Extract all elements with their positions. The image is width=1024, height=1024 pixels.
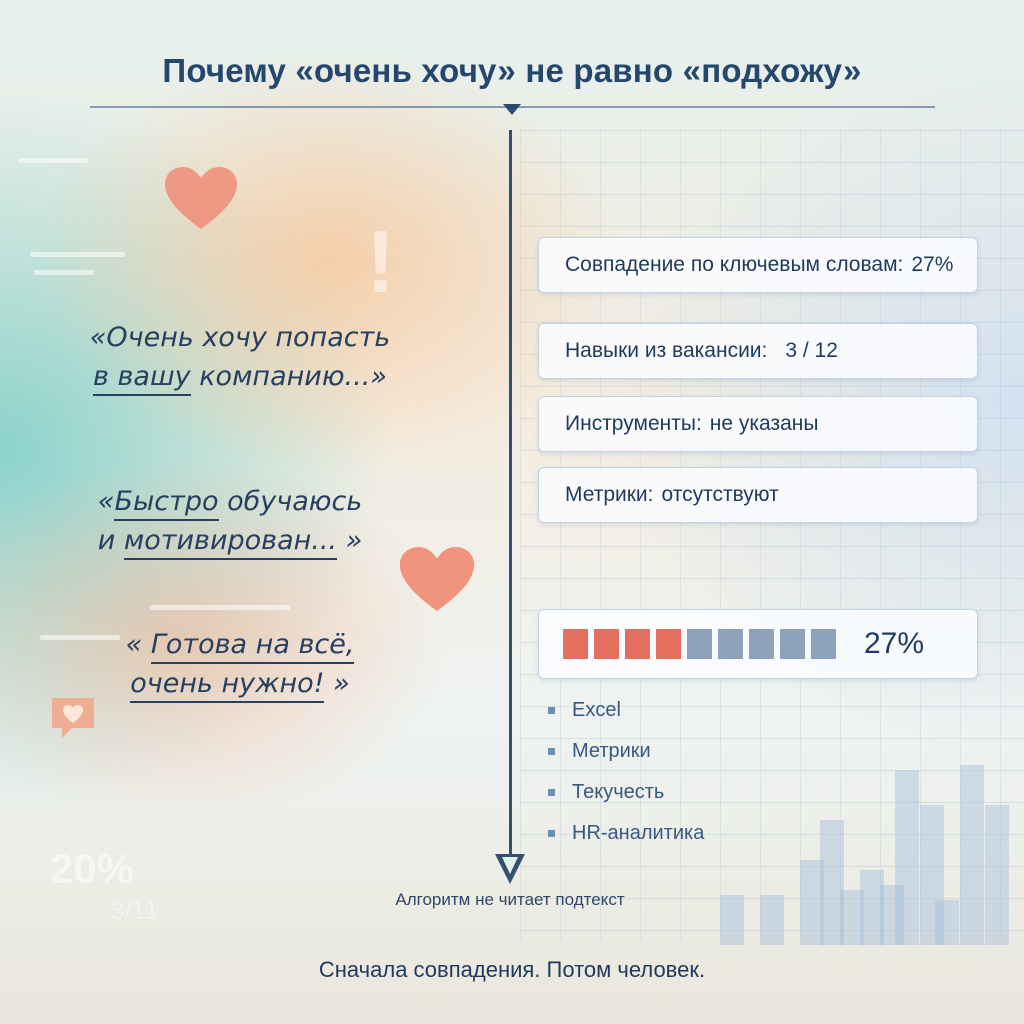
page-title: Почему «очень хочу» не равно «подхожу» [162, 52, 862, 89]
card-value: 27% [911, 253, 954, 276]
progress-segment-empty [780, 629, 805, 659]
progress-segment-empty [749, 629, 774, 659]
bullet-icon [548, 748, 555, 755]
quote-1-line-1: «Очень хочу попасть [89, 322, 391, 353]
quote-3-close: » [324, 668, 350, 700]
progress-segment-empty [687, 629, 712, 659]
progress-segment-empty [718, 629, 743, 659]
quote-3-line-1: « Готова на всё, [100, 625, 380, 664]
decorative-bar [895, 770, 919, 945]
quote-2-line-2-pre: и [97, 525, 124, 557]
progress-segment-filled [594, 629, 619, 659]
decorative-bar [935, 900, 959, 945]
quote-3: « Готова на всё, очень нужно! » [100, 625, 380, 704]
quote-3-underlined-1: Готова на всё, [150, 629, 355, 664]
skill-label: Метрики [572, 740, 651, 762]
progress-segment-filled [625, 629, 650, 659]
match-progress-bar [563, 629, 842, 659]
quote-2-open: « [97, 486, 115, 517]
match-percent: 27% [864, 627, 925, 660]
quote-3-line-2: очень нужно! » [100, 664, 380, 704]
bullet-icon [548, 830, 555, 837]
decorative-line [34, 270, 94, 275]
exclamation-icon: ! [366, 212, 396, 311]
decorative-line [150, 605, 290, 610]
center-divider [509, 130, 512, 855]
quote-3-open: « [125, 629, 151, 660]
decorative-bar [800, 860, 824, 945]
skill-item: Метрики [548, 731, 704, 772]
heart-icon [165, 167, 237, 229]
quote-2-line-1: «Быстро обучаюсь [80, 482, 380, 521]
card-value: отсутствуют [661, 483, 779, 506]
progress-segment-filled [656, 629, 681, 659]
card-tools: Инструменты: не указаны [538, 396, 978, 452]
skill-label: Текучесть [572, 781, 665, 803]
decorative-bar [920, 805, 944, 945]
ghost-percent: 20% [50, 845, 135, 892]
decorative-bars [720, 760, 1020, 945]
quote-1-line-2: в вашу компанию...» [60, 357, 420, 397]
quote-2: «Быстро обучаюсь и мотивирован... » [80, 482, 380, 561]
decorative-line [30, 252, 125, 257]
decorative-bar [880, 885, 904, 945]
card-value: не указаны [709, 412, 819, 435]
quote-2-line-2: и мотивирован... » [80, 521, 380, 561]
decorative-line [40, 635, 120, 640]
skills-list: Excel Метрики Текучесть HR-аналитика [548, 690, 704, 854]
card-metrics: Метрики: отсутствуют [538, 467, 978, 523]
card-label: Совпадение по ключевым словам: [565, 253, 904, 276]
ghost-ratio: 3/11 [110, 895, 159, 925]
card-skills: Навыки из вакансии: 3 / 12 [538, 323, 978, 379]
quote-1-underlined: в вашу [93, 361, 191, 397]
caption: Алгоритм не читает подтекст [395, 890, 625, 909]
bullet-icon [548, 789, 555, 796]
decorative-bar [720, 895, 744, 945]
match-progress-card: 27% [538, 609, 978, 679]
title-notch [503, 104, 521, 115]
quote-2-underlined-2: мотивирован... [123, 525, 338, 561]
heart-icon [399, 547, 475, 611]
card-label: Инструменты: [565, 412, 702, 435]
quote-1-line-2-rest: компанию...» [190, 361, 387, 393]
progress-segment-empty [811, 629, 836, 659]
footer-tagline: Сначала совпадения. Потом человек. [318, 957, 706, 982]
skill-label: HR-аналитика [572, 822, 705, 844]
decorative-bar [960, 765, 984, 945]
skill-item: HR-аналитика [548, 813, 704, 854]
skill-item: Excel [548, 690, 704, 731]
decorative-bar [760, 895, 784, 945]
card-value: 3 / 12 [785, 339, 838, 362]
decorative-bar [860, 870, 884, 945]
card-label: Навыки из вакансии: [565, 339, 768, 362]
card-keyword-match: Совпадение по ключевым словам: 27% [538, 237, 978, 293]
quote-2-close: » [337, 525, 363, 557]
decorative-bar [840, 890, 864, 945]
quote-2-line-1-rest: обучаюсь [218, 486, 363, 517]
skill-label: Excel [572, 699, 621, 721]
skill-item: Текучесть [548, 772, 704, 813]
decorative-line [18, 158, 88, 163]
bullet-icon [548, 707, 555, 714]
decorative-bar [985, 805, 1009, 945]
decorative-bar [820, 820, 844, 945]
card-label: Метрики: [565, 483, 654, 506]
divider-arrow-inner [502, 857, 518, 874]
speech-heart-icon [52, 698, 94, 738]
progress-segment-filled [563, 629, 588, 659]
quote-2-underlined-1: Быстро [114, 486, 219, 521]
quote-3-underlined-2: очень нужно! [130, 668, 325, 704]
quote-1: «Очень хочу попасть в вашу компанию...» [60, 318, 420, 397]
